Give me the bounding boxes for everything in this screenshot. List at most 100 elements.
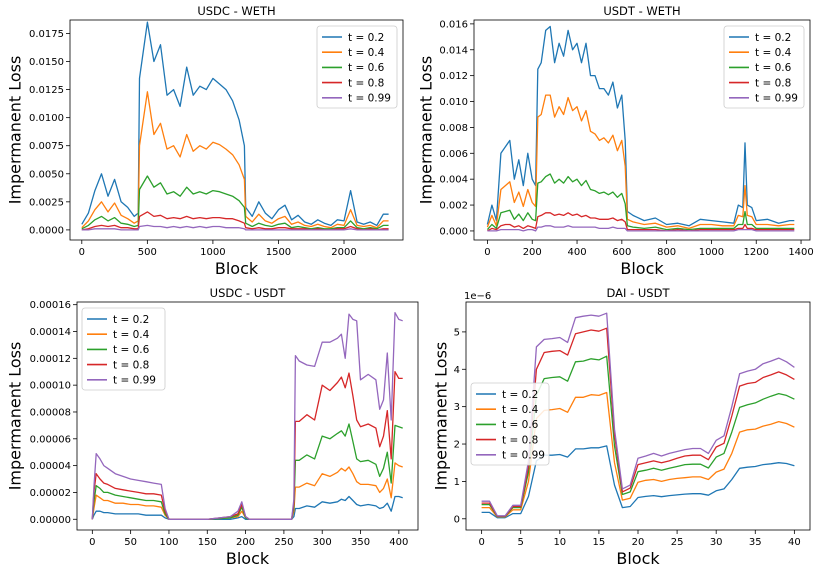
y-axis-label: Impermanent Loss (417, 56, 436, 205)
chart-title: USDC - USDT (210, 286, 287, 300)
x-tick-label: 50 (124, 537, 137, 548)
y-tick-label: 0.006 (439, 149, 468, 160)
x-tick-label: 600 (612, 247, 631, 258)
x-tick-label: 40 (788, 537, 801, 548)
chart-panel: 0 200 400 600 800 1000 1200 1400 0.000 0.002 0.004… (417, 4, 814, 278)
x-axis-label: Block (616, 549, 660, 568)
legend-label: t = 0.99 (502, 450, 545, 462)
legend-label: t = 0.8 (348, 77, 384, 89)
legend: t = 0.2 t = 0.4 t = 0.6 t = 0.8 t = 0.99 (316, 25, 398, 109)
y-tick-label: 0.016 (439, 19, 468, 30)
x-tick-label: 0 (79, 247, 85, 258)
x-tick-label: 1500 (266, 247, 291, 258)
y-axis-label: Impermanent Loss (6, 56, 25, 205)
legend-label: t = 0.4 (755, 47, 792, 59)
series-line (91, 312, 403, 520)
legend-label: t = 0.6 (348, 62, 385, 74)
y-tick-label: 0.014 (439, 45, 468, 56)
x-tick-label: 250 (274, 537, 293, 548)
x-tick-label: 15 (593, 537, 606, 548)
chart-panel: 0 5 10 15 20 25 30 35 40 0 1 2 3 4 5 1e−6 DAI - USDT Bloc… (432, 286, 811, 568)
x-axis-label: Block (620, 259, 664, 278)
y-offset-text: 1e−6 (464, 291, 491, 302)
x-tick-label: 1400 (788, 247, 813, 258)
y-tick-label: 0.000 (439, 226, 468, 237)
legend-label: t = 0.8 (502, 434, 538, 446)
legend-label: t = 0.99 (348, 93, 391, 105)
x-tick-label: 200 (523, 247, 542, 258)
legend-label: t = 0.4 (113, 329, 150, 341)
y-tick-label: 0.00008 (30, 407, 71, 418)
y-tick-label: 0.00002 (30, 488, 71, 499)
x-tick-label: 1200 (744, 247, 769, 258)
series-line (81, 91, 389, 229)
chart-title: DAI - USDT (607, 286, 671, 300)
series-line (486, 25, 795, 227)
axes-frame (473, 19, 811, 241)
series-line (91, 462, 403, 520)
legend-label: t = 0.6 (113, 344, 150, 356)
y-axis-label: Impermanent Loss (432, 342, 451, 491)
x-tick-label: 20 (632, 537, 645, 548)
legend-box (470, 382, 550, 466)
legend-label: t = 0.2 (348, 32, 384, 44)
y-tick-label: 0.010 (439, 97, 468, 108)
series-line (81, 21, 389, 227)
legend-label: t = 0.2 (755, 32, 791, 44)
chart-panel: 0 500 1000 1500 2000 0.0000 0.0025 0.0050 0.0075… (6, 4, 404, 278)
series-line (81, 224, 389, 231)
x-tick-label: 1000 (200, 247, 225, 258)
axes-frame (76, 301, 419, 531)
x-tick-label: 25 (671, 537, 684, 548)
y-tick-label: 1 (454, 477, 460, 488)
x-tick-label: 500 (138, 247, 157, 258)
legend: t = 0.2 t = 0.4 t = 0.6 t = 0.8 t = 0.99 (81, 307, 166, 391)
y-tick-label: 0.012 (439, 71, 468, 82)
y-tick-label: 5 (454, 327, 460, 338)
y-tick-label: 0.00006 (30, 434, 71, 445)
y-tick-label: 0.0175 (29, 29, 64, 40)
legend-label: t = 0.8 (113, 359, 149, 371)
legend-label: t = 0.2 (113, 314, 149, 326)
x-tick-label: 0 (484, 247, 490, 258)
legend-label: t = 0.8 (755, 77, 791, 89)
x-tick-label: 300 (313, 537, 332, 548)
y-tick-label: 2 (454, 440, 460, 451)
x-tick-label: 30 (710, 537, 723, 548)
x-tick-label: 400 (389, 537, 408, 548)
x-tick-label: 0 (478, 537, 484, 548)
y-tick-label: 0.0000 (29, 225, 64, 236)
y-tick-label: 0.004 (439, 175, 468, 186)
legend-label: t = 0.2 (502, 389, 538, 401)
series-line (487, 212, 795, 232)
y-tick-label: 0.00012 (30, 354, 71, 365)
x-tick-label: 0 (89, 537, 95, 548)
series-line (91, 371, 403, 520)
x-tick-label: 2000 (331, 247, 356, 258)
series-line (81, 211, 389, 231)
y-axis-label: Impermanent Loss (6, 342, 25, 491)
y-tick-label: 0.00000 (30, 515, 71, 526)
legend-label: t = 0.6 (502, 419, 539, 431)
y-tick-label: 0.002 (439, 201, 468, 212)
y-tick-label: 0.0050 (29, 169, 64, 180)
y-tick-label: 0.0100 (29, 113, 64, 124)
y-tick-label: 0.0125 (29, 85, 64, 96)
y-tick-label: 0.00010 (30, 381, 71, 392)
y-tick-label: 0.0150 (29, 57, 64, 68)
legend-box (81, 307, 166, 391)
x-tick-label: 400 (567, 247, 586, 258)
y-tick-label: 4 (454, 365, 460, 376)
x-axis-label: Block (226, 549, 270, 568)
y-tick-label: 3 (454, 402, 460, 413)
series-line (486, 94, 795, 230)
y-tick-label: 0.00014 (30, 327, 71, 338)
x-tick-label: 350 (351, 537, 370, 548)
series-line (481, 445, 795, 519)
legend-label: t = 0.6 (755, 62, 792, 74)
x-tick-label: 10 (553, 537, 566, 548)
legend: t = 0.2 t = 0.4 t = 0.6 t = 0.8 t = 0.99 (470, 382, 550, 466)
chart-panel: 0 50 100 150 200 250 300 350 400 0.00000 0.00002 0.… (6, 286, 419, 568)
x-tick-label: 800 (657, 247, 676, 258)
